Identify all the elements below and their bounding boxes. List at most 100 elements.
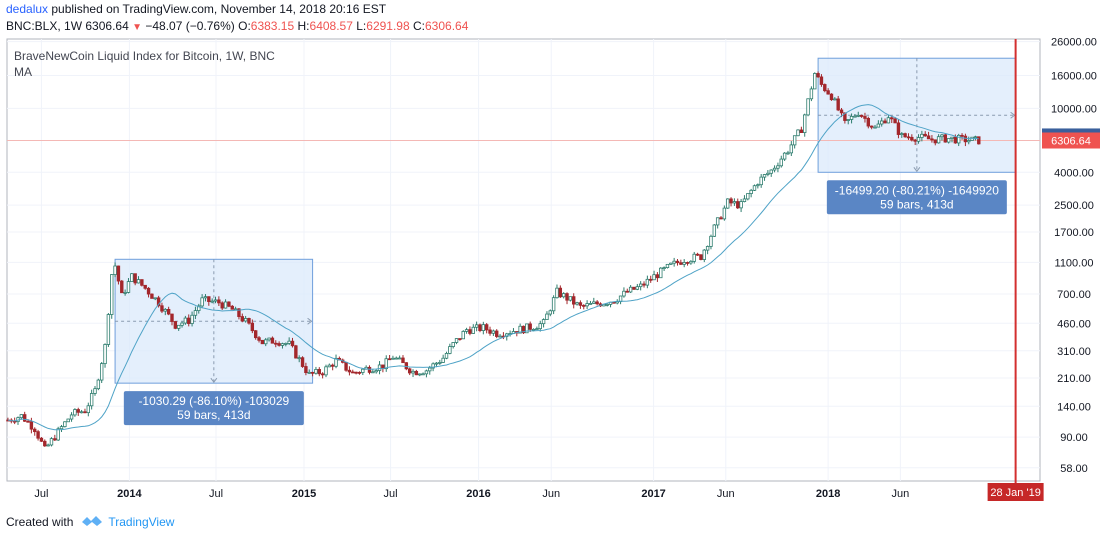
candle-body [759,176,763,186]
candle-body [484,324,489,331]
candle-body [257,337,261,341]
candle-body [491,330,496,334]
candle-body [635,286,640,290]
candle-body [719,217,723,220]
candle-body [267,337,271,341]
candle-body [464,329,469,332]
candle-body [230,305,234,310]
candle-body [796,129,800,137]
measure-arrow-right [307,317,313,325]
candle-body [384,358,388,370]
candle-body [866,117,871,127]
candle-body [59,426,64,430]
candle-body [622,290,626,297]
candle-body [645,278,650,286]
candle-body [967,140,971,143]
candle-body [233,308,238,311]
candle-body [813,73,817,90]
candle-body [304,366,308,373]
candle-body [361,368,365,373]
candle-body [89,393,94,407]
y-tick-label: 700.00 [1057,289,1091,301]
candle-body [582,304,586,307]
candle-body [521,325,526,334]
candle-body [277,343,281,346]
candle-body [826,90,830,95]
candle-body [227,301,231,307]
candle-body [642,283,646,286]
candle-body [220,302,224,309]
candle-body [146,287,151,295]
candle-body [742,198,747,202]
candle-body [19,414,24,419]
candle-body [712,224,717,237]
candle-body [481,324,486,331]
ohlc-bar: BNC:BLX, 1W 6306.64 ▼ −48.07 (−0.76%) O:… [6,18,468,36]
x-tick-label: Jul [209,488,223,500]
measure-arrow-down [913,166,921,173]
candle-body [525,323,529,334]
candle-body [585,303,589,307]
candle-body [187,317,191,324]
candle-body [284,343,288,345]
candle-body [461,331,465,340]
close-label: C: [413,19,425,33]
candle-body [685,262,690,264]
candle-body [652,274,656,281]
measure-label-line2: 59 bars, 413d [880,197,953,211]
candle-body [237,308,241,317]
candle-body [803,114,807,133]
candle-body [856,114,860,117]
x-tick-label: 2015 [292,488,316,500]
candle-body [136,279,141,284]
candle-body [705,246,710,251]
candle-body [665,263,670,268]
high-label: H: [297,19,310,33]
candle-body [374,370,378,373]
candle-body [287,340,291,344]
tradingview-brand[interactable]: TradingView [108,514,175,529]
candle-body [264,339,268,345]
down-arrow-icon: ▼ [132,22,143,33]
ma-line [7,104,979,431]
candle-body [960,134,964,137]
x-tick-label: 2017 [641,488,665,500]
author-link[interactable]: dedalux [6,2,49,16]
candle-body [176,324,181,329]
candle-body [488,329,492,334]
candle-body [940,134,944,138]
close-value: 6306.64 [425,19,469,33]
candle-body [776,165,780,169]
candle-body [317,369,321,375]
ma-indicator-label[interactable]: MA [14,65,32,79]
last-price: 6306.64 [85,19,129,33]
candle-body [166,308,171,315]
candle-body [270,337,275,344]
measure-label-line1: -1030.29 (-86.10%) -103029 [138,394,289,408]
candle-body [809,88,814,100]
candle-body [853,115,857,118]
candle-body [749,189,753,194]
candle-body [153,297,157,300]
candle-body [351,371,355,374]
candle-body [49,438,54,446]
candle-body [83,411,87,414]
candle-body [876,123,881,128]
candle-body [76,409,80,413]
candle-body [906,136,911,139]
candle-body [123,292,127,294]
created-with-label: Created with [6,514,74,529]
candle-body [649,278,653,281]
candle-body [679,262,683,265]
candle-body [33,428,37,433]
candle-body [46,444,50,447]
candle-body [106,314,111,345]
candle-body [880,120,884,125]
candle-body [816,73,820,78]
candle-body [414,370,419,376]
candle-body [936,136,941,144]
candle-body [926,135,931,140]
candle-body [578,302,583,306]
candle-body [294,345,298,359]
